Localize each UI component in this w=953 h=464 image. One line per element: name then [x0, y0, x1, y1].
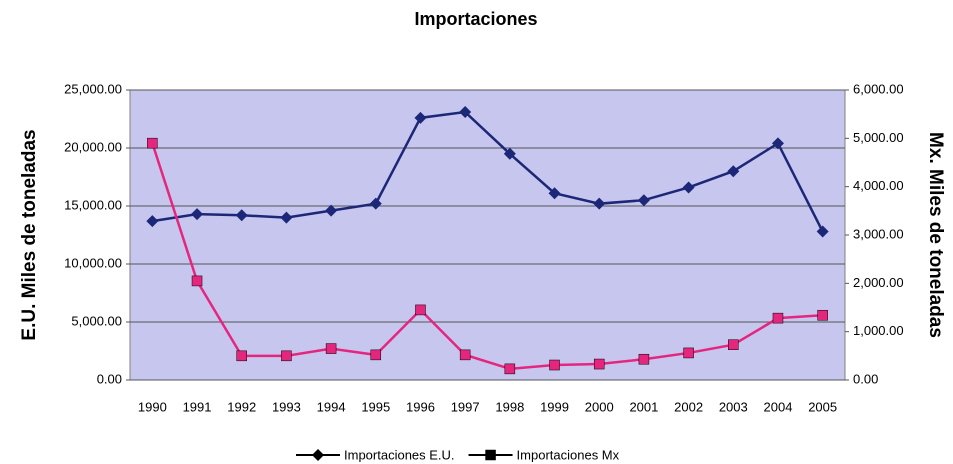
series-line — [152, 110, 824, 233]
x-tick-label: 1996 — [406, 399, 435, 414]
marker — [683, 347, 694, 359]
marker — [816, 225, 829, 238]
marker — [414, 111, 427, 124]
marker — [147, 137, 158, 149]
x-tick-label: 1991 — [183, 399, 212, 414]
marker — [191, 275, 203, 287]
marker — [236, 350, 247, 362]
y2-tick-label: 4,000.00 — [853, 178, 904, 193]
x-tick-label: 2000 — [585, 399, 614, 414]
marker — [593, 197, 606, 210]
y-tick-label: 25,000.00 — [64, 81, 122, 96]
x-tick-label: 1997 — [451, 399, 480, 414]
x-tick-label: 1999 — [540, 399, 569, 414]
x-tick-label: 1993 — [272, 399, 301, 414]
y-tick-label: 5,000.00 — [71, 313, 122, 328]
marker — [191, 208, 204, 221]
x-tick-label: 1992 — [227, 399, 256, 414]
y-tick-label: 10,000.00 — [64, 255, 122, 270]
marker — [504, 363, 516, 375]
marker — [772, 312, 784, 324]
marker — [593, 358, 605, 370]
x-tick-label: 1994 — [317, 399, 346, 414]
marker — [727, 165, 740, 178]
plot-area — [129, 89, 846, 381]
y2-tick-label: 6,000.00 — [853, 81, 904, 96]
y2-tick-label: 1,000.00 — [853, 323, 904, 338]
marker — [312, 449, 324, 461]
series-line — [151, 142, 823, 371]
marker — [369, 197, 382, 210]
marker — [485, 449, 496, 461]
marker — [459, 349, 471, 361]
y2-tick-label: 5,000.00 — [853, 130, 904, 145]
marker — [415, 304, 426, 316]
x-tick-label: 2005 — [808, 399, 837, 414]
x-tick-label: 1995 — [361, 399, 390, 414]
x-tick-label: 2004 — [764, 399, 793, 414]
marker — [280, 211, 293, 224]
y2-tick-label: 2,000.00 — [853, 275, 904, 290]
y2-tick-label: 0.00 — [853, 371, 878, 386]
marker — [325, 343, 337, 354]
marker — [682, 181, 695, 194]
marker — [637, 194, 650, 207]
y2-tick-label: 3,000.00 — [853, 226, 904, 241]
marker — [771, 137, 784, 150]
marker — [817, 309, 828, 321]
y-tick-label: 15,000.00 — [64, 197, 122, 212]
x-tick-label: 1990 — [138, 399, 167, 414]
marker — [638, 353, 650, 365]
marker — [548, 187, 561, 200]
marker — [281, 350, 292, 362]
x-tick-label: 2002 — [674, 399, 703, 414]
legend-label: Importaciones E.U. — [344, 447, 455, 462]
marker — [549, 359, 560, 371]
y-tick-label: 0.00 — [97, 371, 122, 386]
legend-label: Importaciones Mx — [517, 447, 620, 462]
marker — [370, 349, 382, 361]
marker — [459, 106, 472, 119]
x-tick-label: 1998 — [495, 399, 524, 414]
x-tick-label: 2001 — [629, 399, 658, 414]
marker — [728, 339, 739, 350]
marker — [235, 209, 248, 222]
marker — [503, 147, 516, 160]
x-tick-label: 2003 — [719, 399, 748, 414]
marker — [325, 204, 338, 217]
y2-axis-title: Mx. Miles de toneladas — [925, 132, 946, 338]
chart-title: Importaciones — [414, 9, 537, 29]
y-tick-label: 20,000.00 — [64, 139, 122, 154]
y-axis-title: E.U. Miles de toneladas — [19, 129, 40, 340]
marker — [146, 215, 159, 228]
